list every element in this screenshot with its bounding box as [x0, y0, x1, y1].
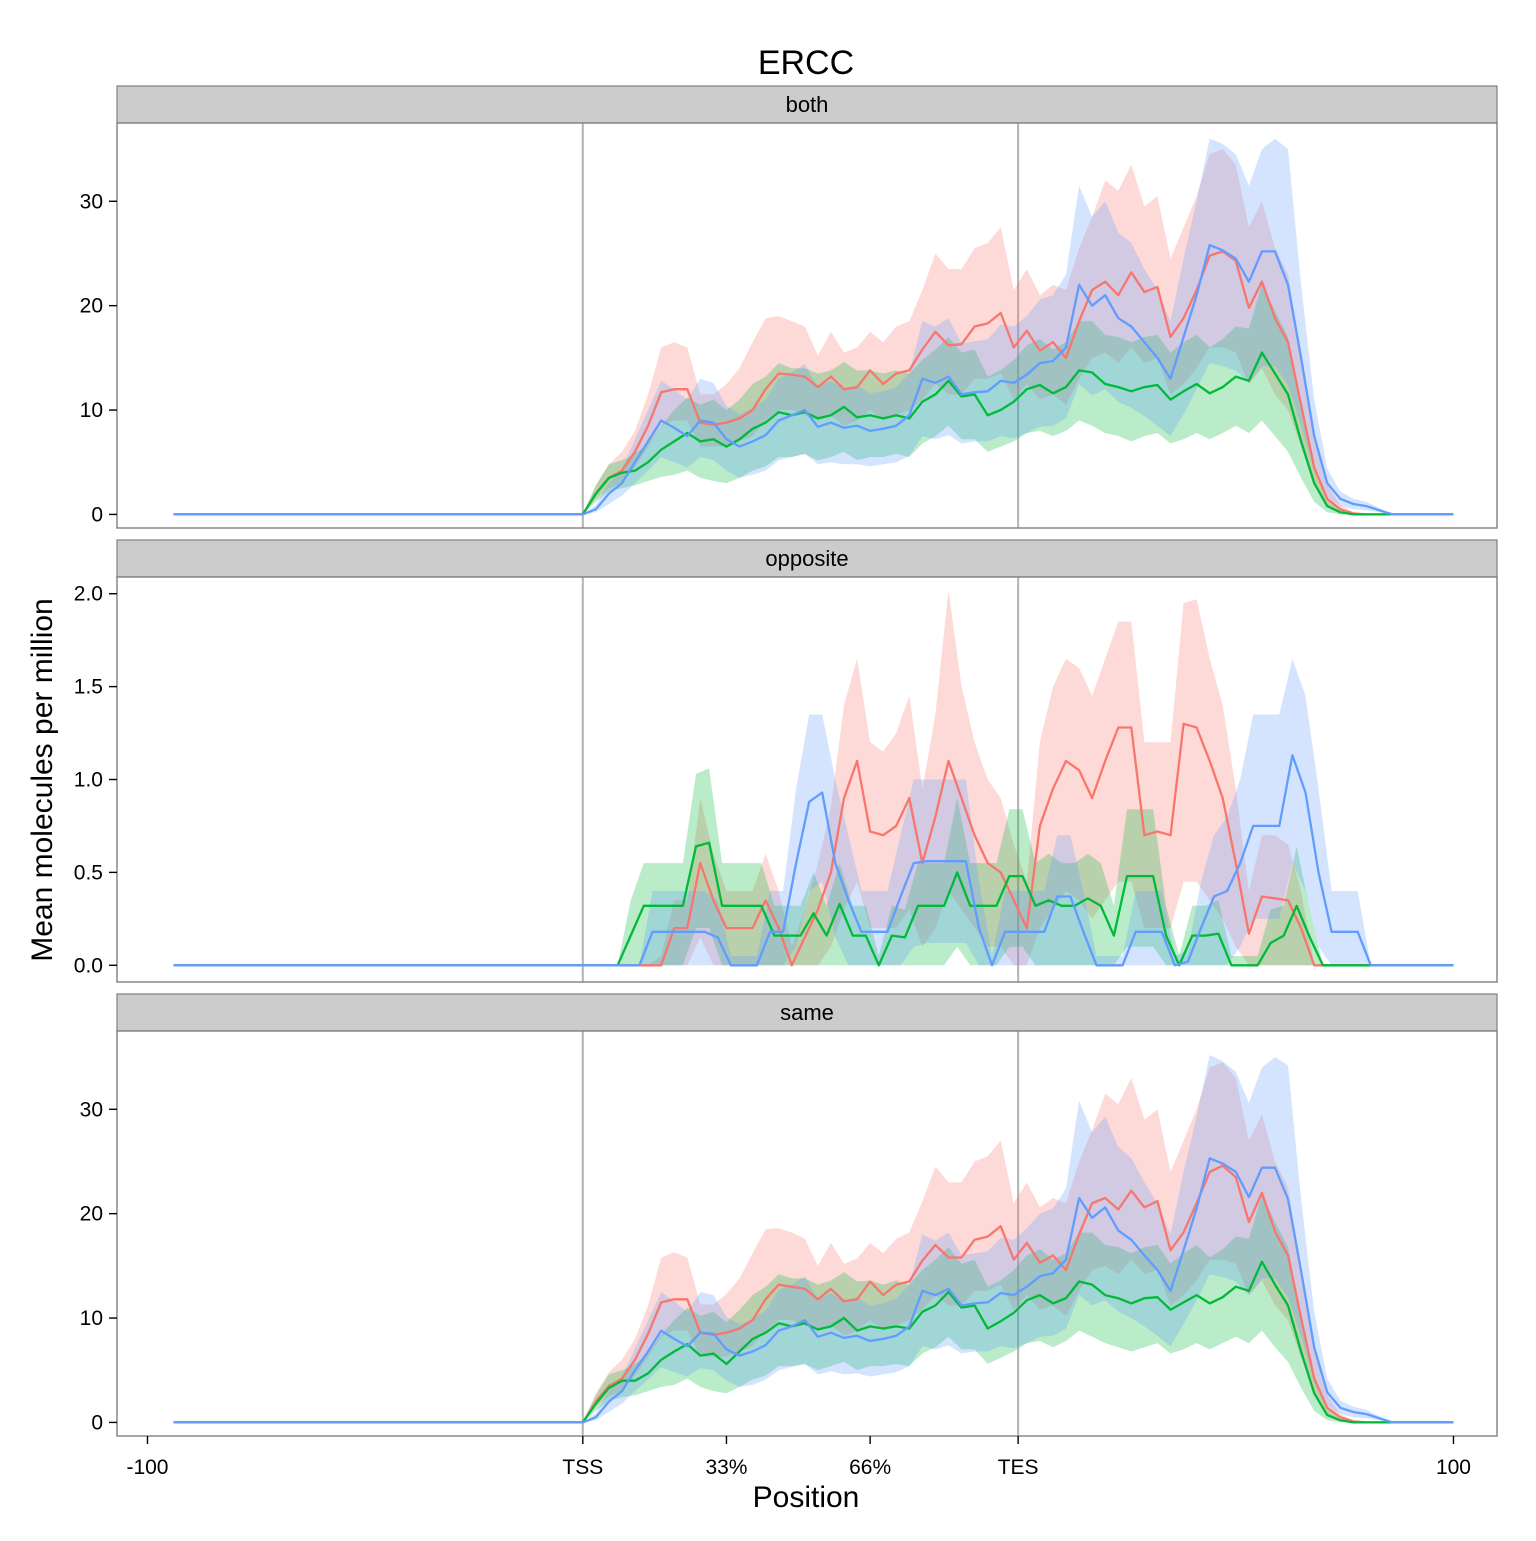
strip-background: [116, 539, 1498, 578]
panel-same: same 0 10 20 30: [80, 993, 1498, 1437]
strip-background: [116, 993, 1498, 1032]
x-tick-label: TSS: [562, 1456, 603, 1479]
x-axis-title: Position: [753, 1481, 860, 1514]
facet-panels: both 0 10 20 30 opposite 0.0 0.5 1.0 1.5 2.0 same 0 1…: [74, 85, 1498, 1437]
y-tick-label: 10: [80, 399, 103, 422]
y-tick-label: 0: [91, 1411, 103, 1434]
y-tick-label: 1.0: [74, 769, 103, 792]
strip-label: opposite: [765, 546, 848, 571]
confidence-ribbon-0: [582, 1062, 1367, 1423]
series-line-1: [173, 351, 1454, 516]
plot-background: [117, 123, 1497, 528]
y-tick-label: 10: [80, 1307, 103, 1330]
panel-opposite: opposite 0.0 0.5 1.0 1.5 2.0: [74, 539, 1498, 983]
strip-background: [116, 85, 1498, 124]
confidence-ribbon-1: [617, 768, 1323, 966]
series-line-2: [173, 754, 1454, 967]
series-line-2: [173, 243, 1454, 516]
strip-label: same: [780, 1000, 834, 1025]
x-tick-label: 33%: [705, 1456, 747, 1479]
series-line-1: [173, 841, 1454, 967]
y-tick-label: 0.5: [74, 861, 103, 884]
confidence-ribbon-1: [582, 1194, 1354, 1423]
y-tick-label: 2.0: [74, 583, 103, 606]
panel-border: [116, 1030, 1498, 1437]
y-tick-label: 0: [91, 503, 103, 526]
chart-title: ERCC: [758, 44, 854, 82]
x-tick-label: 66%: [849, 1456, 891, 1479]
plot-background: [117, 577, 1497, 982]
panel-border: [116, 122, 1498, 529]
confidence-ribbon-2: [639, 658, 1371, 966]
strip-label: both: [786, 92, 829, 117]
panel-both: both 0 10 20 30: [80, 85, 1498, 529]
series-line-0: [173, 722, 1454, 967]
y-axis-title: Mean molecules per million: [26, 598, 59, 962]
y-tick-label: 1.5: [74, 676, 103, 699]
x-axis: -100 TSS 33% 66% TES 100: [126, 1436, 1471, 1479]
y-tick-label: 20: [80, 1203, 103, 1226]
confidence-ribbon-2: [582, 1055, 1393, 1423]
series-line-0: [173, 250, 1454, 516]
y-tick-label: 30: [80, 1098, 103, 1121]
series-line-1: [173, 1260, 1454, 1424]
x-tick-label: -100: [126, 1456, 168, 1479]
y-tick-label: 0.0: [74, 954, 103, 977]
confidence-ribbon-0: [582, 149, 1367, 515]
confidence-ribbon-0: [648, 590, 1315, 966]
confidence-ribbon-2: [582, 138, 1393, 515]
y-tick-label: 30: [80, 190, 103, 213]
series-line-2: [173, 1157, 1454, 1424]
y-tick-label: 20: [80, 295, 103, 318]
x-tick-label: TES: [998, 1456, 1039, 1479]
plot-background: [117, 1031, 1497, 1436]
x-tick-label: 100: [1436, 1456, 1471, 1479]
confidence-ribbon-1: [582, 284, 1354, 515]
